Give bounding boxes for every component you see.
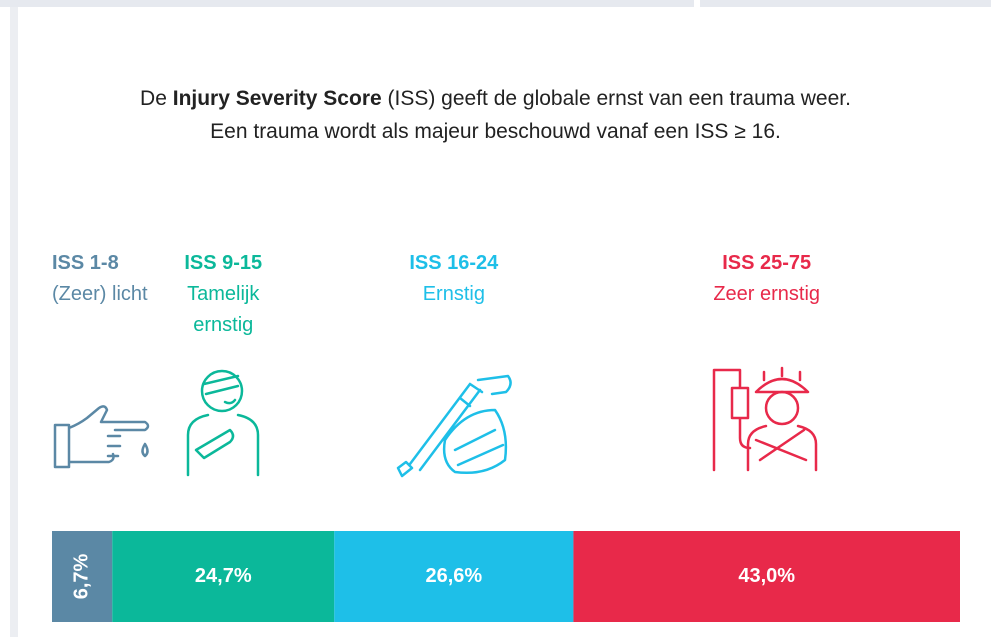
category-description: (Zeer) licht [52, 279, 152, 310]
category-name: ISS 16-24 [354, 248, 554, 279]
category-description: Zeer ernstig [667, 279, 867, 310]
category-label: ISS 1-8(Zeer) licht [52, 248, 152, 310]
icon-patient [714, 368, 816, 470]
chart: 6,7% 24,7% 26,6% 43,0% [0, 0, 991, 637]
page: De Injury Severity Score (ISS) geeft de … [0, 0, 991, 637]
icon-crutch [398, 376, 511, 476]
value-label: 24,7% [195, 565, 252, 587]
value-label: 26,6% [425, 565, 482, 587]
category-name: ISS 9-15 [168, 248, 278, 279]
value-label: 43,0% [738, 565, 795, 587]
icon-finger [55, 406, 148, 467]
value-label: 6,7% [70, 553, 92, 599]
category-description: Tamelijk ernstig [168, 279, 278, 341]
category-name: ISS 1-8 [52, 248, 152, 279]
category-name: ISS 25-75 [667, 248, 867, 279]
icon-head-injury [188, 371, 258, 475]
category-description: Ernstig [354, 279, 554, 310]
